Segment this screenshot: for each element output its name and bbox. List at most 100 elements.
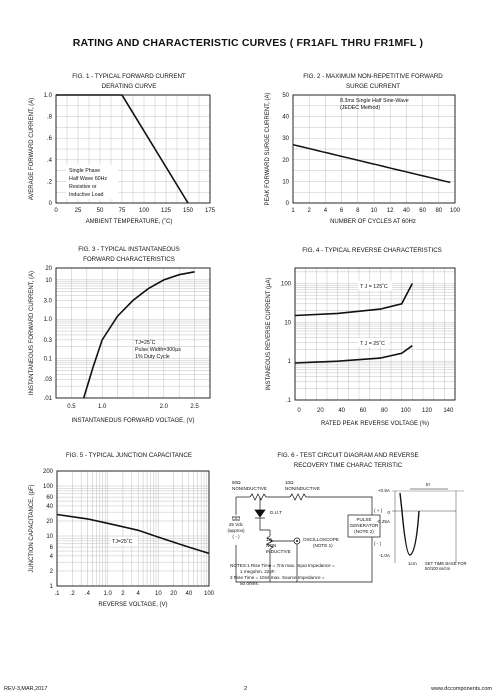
waveform-level-label: 0 xyxy=(387,510,390,515)
x-tick-label: 1.0 xyxy=(103,591,112,597)
x-tick-label: 100 xyxy=(401,408,412,414)
x-tick-label: 0 xyxy=(54,208,58,214)
y-tick-label: 0.1 xyxy=(44,357,53,363)
x-tick-label: 1.0 xyxy=(98,404,107,410)
test-notes: 1 megohm. 22pF. xyxy=(240,569,276,574)
supply-label: ( + ) xyxy=(232,516,241,521)
supply-label: 25 Vdc xyxy=(229,522,244,527)
x-tick-label: 60 xyxy=(419,208,426,214)
x-tick-label: 2.5 xyxy=(190,404,199,410)
note-text: 1% Duty Cycle xyxy=(135,354,170,360)
waveform-level-label: +0.5A xyxy=(378,488,391,493)
x-tick-label: 100 xyxy=(139,208,150,214)
wire xyxy=(235,545,373,583)
test-notes: 2 Rise Time = 10ns max. Source Impedance… xyxy=(230,575,325,580)
x-axis-label: REVERSE VOLTAGE, (V) xyxy=(98,602,167,608)
note-text: Pulse Width=300μs xyxy=(135,347,181,353)
y-tick-label: 1.0 xyxy=(44,317,53,323)
x-tick-label: 40 xyxy=(185,591,192,597)
pulse-polarity-minus: ( - ) xyxy=(374,541,382,546)
oscilloscope-label: OSCILLOSCOPE xyxy=(303,537,339,542)
x-tick-label: 2.0 xyxy=(160,404,169,410)
series-line-125c xyxy=(294,283,414,317)
pulse-generator-label: PULSE xyxy=(356,517,371,522)
y-tick-label: 50 xyxy=(282,93,289,99)
footer-page-number: 2 xyxy=(244,686,248,692)
x-tick-label: 100 xyxy=(450,208,461,214)
note-background xyxy=(110,537,138,545)
y-tick-label: .01 xyxy=(44,396,53,402)
resistor-10 xyxy=(289,493,307,501)
x-axis-label: NUMBER OF CYCLES AT 60Hz xyxy=(330,219,416,225)
y-axis-label: PEAK FORWARD SURGE CURRENT, (A) xyxy=(265,92,271,205)
fig4-plot-frame xyxy=(294,267,456,401)
resistor-1-label: 1Ω xyxy=(266,537,273,542)
supply-label: ( - ) xyxy=(232,534,240,539)
recovery-waveform xyxy=(399,492,420,556)
y-tick-label: .8 xyxy=(47,115,53,121)
y-tick-label: 1 xyxy=(288,359,292,365)
y-tick-label: 1.0 xyxy=(44,93,53,99)
y-axis-label: JUNCTION CAPACITANCE, (pF) xyxy=(29,484,35,572)
test-notes: 50 ohms. xyxy=(240,581,259,586)
waveform-level-label: -1.0A xyxy=(379,553,391,558)
y-tick-label: 20 xyxy=(45,266,52,272)
note-text: TJ=25˚C xyxy=(135,339,156,346)
resistor-10-label: NONINDUCTIVE xyxy=(285,486,320,491)
label-background xyxy=(358,338,390,347)
y-tick-label: 40 xyxy=(282,115,289,121)
figure-title: FIG. 1 - TYPICAL FORWARD CURRENT xyxy=(72,73,186,80)
label-background xyxy=(358,281,392,290)
x-tick-label: 4 xyxy=(324,208,328,214)
y-tick-label: 0.3 xyxy=(44,338,53,344)
time-scale-label: 1cm xyxy=(408,561,417,566)
y-tick-label: 1 xyxy=(50,584,54,590)
fig2-plot-frame xyxy=(292,94,456,204)
footer-revision: REV-3,MAR,2017 xyxy=(4,686,48,692)
data-curve xyxy=(292,143,451,184)
y-tick-label: 0 xyxy=(49,201,53,207)
x-tick-label: .2 xyxy=(70,591,76,597)
y-tick-label: 20 xyxy=(46,519,53,525)
note-text: 8.3ms Single Half Sine-Wave xyxy=(340,98,409,104)
y-axis-label: INSTANEOUS REVERSE CURRENT (μA) xyxy=(266,278,272,391)
oscilloscope-label: (NOTE 1) xyxy=(313,543,333,548)
figure-title: FIG. 6 - TEST CIRCUIT DIAGRAM AND REVERS… xyxy=(277,452,418,459)
x-tick-label: 140 xyxy=(443,408,454,414)
y-tick-label: 200 xyxy=(43,469,54,475)
y-tick-label: .1 xyxy=(286,398,292,404)
x-tick-label: 8 xyxy=(356,208,360,214)
x-axis-label: AMBIENT TEMPERATURE, (˚C) xyxy=(86,218,173,225)
x-tick-label: 40 xyxy=(403,208,410,214)
data-curve xyxy=(82,271,195,399)
resistor-1 xyxy=(266,530,274,582)
y-tick-label: 40 xyxy=(46,504,53,510)
figure-subtitle: SURGE CURRENT xyxy=(346,83,400,90)
series-label-125c: T J = 125˚C xyxy=(360,283,388,290)
x-tick-label: 60 xyxy=(360,408,367,414)
page-title: RATING AND CHARACTERISTIC CURVES ( FR1AF… xyxy=(72,37,424,49)
note-text: Single Phase xyxy=(69,168,100,174)
battery-symbol xyxy=(232,516,240,521)
x-tick-label: 12 xyxy=(387,208,394,214)
supply-label: (approx) xyxy=(227,528,245,533)
series-line-25c xyxy=(294,345,413,364)
y-tick-label: 100 xyxy=(43,484,54,490)
x-tick-label: 0 xyxy=(297,408,301,414)
y-tick-label: 4 xyxy=(50,554,54,560)
x-tick-label: 2 xyxy=(121,591,125,597)
x-axis-label: RATED PEAK REVERSE VOLTAGE (%) xyxy=(321,421,429,427)
figure-subtitle: FORWARD CHARACTERISTICS xyxy=(83,256,175,263)
time-base-note: SET TIME BASE FOR xyxy=(425,561,467,566)
y-tick-label: 2 xyxy=(50,569,54,575)
x-tick-label: 25 xyxy=(75,208,82,214)
x-tick-label: 0.5 xyxy=(67,404,76,410)
note-background xyxy=(66,165,118,199)
y-tick-label: 10 xyxy=(45,278,52,284)
x-tick-label: 20 xyxy=(170,591,177,597)
note-text: Resistive or xyxy=(69,184,97,190)
x-tick-label: 2 xyxy=(308,208,312,214)
resistor-50-label: NONINDUCTIVE xyxy=(232,486,267,491)
y-tick-label: 100 xyxy=(281,282,292,288)
